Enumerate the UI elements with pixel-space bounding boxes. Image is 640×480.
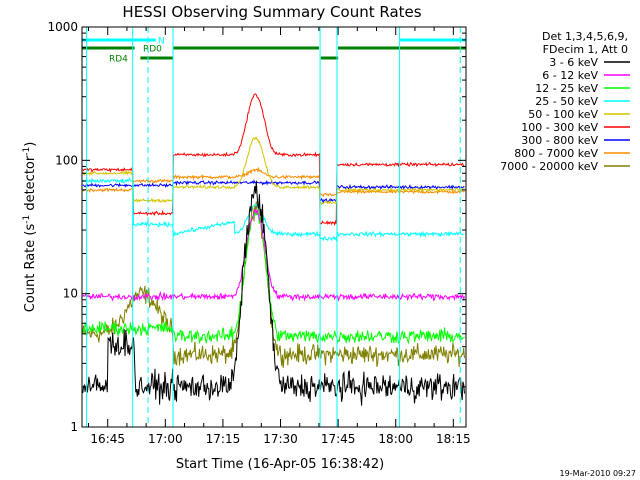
timestamp: 19-Mar-2010 09:27 — [560, 469, 637, 478]
legend-label-1: 3 - 6 keV — [549, 56, 598, 69]
x-axis-ticks: 16:45 17:00 17:15 17:30 17:45 18:00 18:15 — [88, 27, 471, 446]
x-tick-label-3: 17:15 — [206, 432, 241, 446]
flag-label-rd0: RD0 — [143, 45, 162, 55]
legend-label-5: 50 - 100 keV — [528, 108, 598, 121]
y-axis-label-sup1: -1 — [22, 215, 32, 224]
y-axis-label-main: Count Rate (s — [23, 224, 38, 313]
plot-frame — [81, 26, 467, 428]
x-tick-label-6: 18:00 — [378, 432, 413, 446]
y-axis-label-end: ) — [23, 142, 38, 147]
legend-header-2: FDecim 1, Att 0 — [543, 43, 628, 56]
legend: Det 1,3,4,5,6,9,FDecim 1, Att 03 - 6 keV… — [500, 30, 630, 173]
y-tick-label-3: 100 — [55, 153, 78, 167]
legend-label-7: 300 - 800 keV — [521, 134, 598, 147]
x-tick-label-5: 17:45 — [321, 432, 356, 446]
series-line-8 — [82, 166, 465, 198]
y-tick-label-1: 1 — [70, 420, 78, 434]
y-axis-label: Count Rate (s-1 detector-1) — [22, 142, 38, 313]
x-tick-label-4: 17:30 — [263, 432, 298, 446]
x-tick-label-2: 17:00 — [148, 432, 183, 446]
legend-label-6: 100 - 300 keV — [521, 121, 598, 134]
series-line-4 — [82, 177, 465, 243]
legend-label-2: 6 - 12 keV — [542, 69, 598, 82]
legend-label-3: 12 - 25 keV — [535, 82, 598, 95]
series-line-9 — [82, 201, 465, 368]
x-axis-label: Start Time (16-Apr-05 16:38:42) — [176, 457, 384, 472]
y-tick-label-2: 10 — [63, 287, 78, 301]
flag-label-rd4: RD4 — [109, 55, 128, 65]
y-tick-label-4: 1000 — [47, 20, 78, 34]
time-markers — [86, 27, 461, 427]
series-line-5 — [82, 136, 465, 206]
series-line-1 — [82, 180, 465, 406]
series-line-7 — [82, 179, 465, 204]
legend-label-4: 25 - 50 keV — [535, 95, 598, 108]
series-line-3 — [82, 210, 465, 345]
series-line-2 — [82, 208, 465, 302]
legend-label-9: 7000 - 20000 keV — [500, 160, 598, 173]
series-line-6 — [82, 93, 465, 226]
legend-label-8: 800 - 7000 keV — [514, 147, 598, 160]
y-axis-label-sup2: -1 — [22, 147, 32, 156]
y-axis-label-mid: detector — [23, 155, 38, 215]
x-tick-label-1: 16:45 — [90, 432, 125, 446]
flag-label-n: N — [158, 37, 165, 47]
y-axis-ticks: 1 10 100 1000 — [47, 20, 466, 434]
x-tick-label-7: 18:15 — [436, 432, 471, 446]
legend-header-1: Det 1,3,4,5,6,9, — [542, 30, 628, 43]
plot-area — [82, 93, 465, 406]
chart-title: HESSI Observing Summary Count Rates — [122, 3, 421, 21]
